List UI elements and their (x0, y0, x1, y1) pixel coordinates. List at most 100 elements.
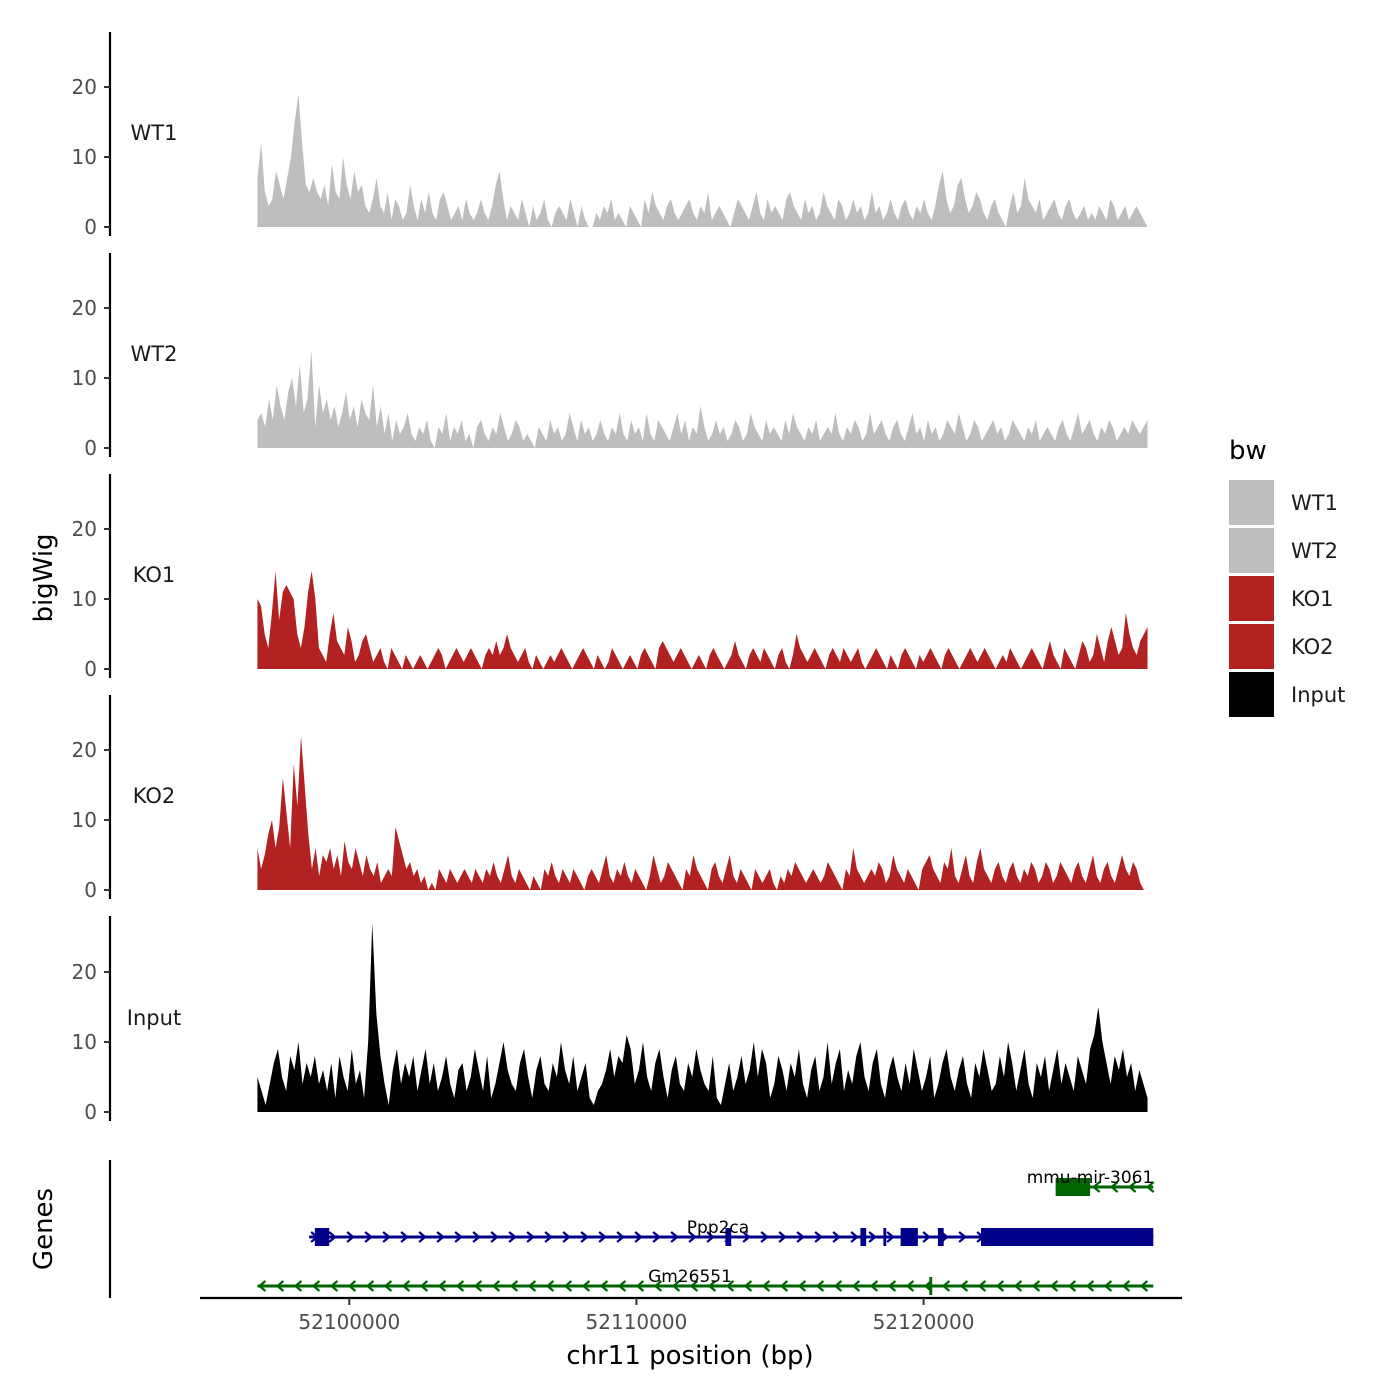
strand-chevron (1013, 1280, 1023, 1292)
strand-chevron (1145, 1181, 1155, 1193)
gene-label: Ppp2ca (687, 1218, 749, 1238)
genes-panel-title: Genes (29, 1188, 59, 1270)
y-tick-label: 20 (72, 296, 97, 320)
exon-block (883, 1228, 887, 1246)
exon-block (929, 1277, 933, 1295)
strand-chevron (760, 1231, 769, 1243)
strand-chevron (886, 1231, 895, 1243)
strand-chevron (1067, 1280, 1077, 1292)
y-tick-label: 10 (72, 587, 97, 611)
strand-chevron (617, 1280, 627, 1292)
strand-chevron (328, 1231, 337, 1243)
strand-chevron (1121, 1280, 1131, 1292)
strand-chevron (473, 1280, 483, 1292)
strand-chevron (400, 1231, 409, 1243)
strand-chevron (796, 1231, 805, 1243)
exon-block (900, 1228, 918, 1246)
coverage-area-ko2 (257, 736, 1148, 890)
strand-chevron (454, 1231, 463, 1243)
legend-label-input: Input (1291, 683, 1345, 707)
y-tick-label: 0 (84, 657, 97, 681)
y-tick-label: 10 (72, 366, 97, 390)
strand-chevron (671, 1280, 681, 1292)
strand-chevron (652, 1231, 661, 1243)
track-label: WT1 (131, 121, 178, 145)
strand-chevron (1049, 1280, 1059, 1292)
strand-chevron (563, 1280, 573, 1292)
strand-chevron (437, 1280, 447, 1292)
coverage-area-ko1 (257, 571, 1148, 669)
strand-chevron (347, 1280, 357, 1292)
strand-chevron (472, 1231, 481, 1243)
strand-chevron (329, 1280, 339, 1292)
strand-chevron (1091, 1181, 1101, 1193)
y-tick-label: 20 (72, 75, 97, 99)
legend-label-wt2: WT2 (1291, 539, 1338, 563)
strand-chevron (580, 1231, 589, 1243)
legend-swatch-ko1 (1229, 576, 1274, 621)
strand-chevron (653, 1280, 663, 1292)
strand-chevron (707, 1280, 717, 1292)
strand-chevron (688, 1231, 697, 1243)
strand-chevron (401, 1280, 411, 1292)
y-tick-label: 10 (72, 1030, 97, 1054)
strand-chevron (581, 1280, 591, 1292)
exon-block (725, 1228, 732, 1246)
strand-chevron (364, 1231, 373, 1243)
x-tick-label: 52120000 (873, 1310, 975, 1334)
genes-layer: 52100000 52110000 52120000 mmu-mir-3061 Ppp2… (108, 1160, 1182, 1334)
strand-chevron (346, 1231, 355, 1243)
strand-chevron (779, 1280, 789, 1292)
y-tick-label: 10 (72, 145, 97, 169)
strand-chevron (599, 1280, 609, 1292)
strand-chevron (383, 1280, 393, 1292)
legend-label-ko1: KO1 (1291, 587, 1334, 611)
strand-chevron (275, 1280, 285, 1292)
strand-chevron (1139, 1280, 1149, 1292)
y-tick-label: 0 (84, 215, 97, 239)
strand-chevron (868, 1231, 877, 1243)
legend-label-ko2: KO2 (1291, 635, 1334, 659)
strand-chevron (851, 1280, 861, 1292)
strand-chevron (742, 1231, 751, 1243)
strand-chevron (814, 1231, 823, 1243)
strand-chevron (311, 1280, 321, 1292)
strand-chevron (869, 1280, 879, 1292)
track-label: KO1 (133, 563, 176, 587)
strand-chevron (293, 1280, 303, 1292)
strand-chevron (1085, 1280, 1095, 1292)
legend: bw WT1 WT2 KO1 KO2 Input (1229, 436, 1345, 717)
y-tick-label: 0 (84, 1100, 97, 1124)
strand-chevron (670, 1231, 679, 1243)
legend-swatch-ko2 (1229, 624, 1274, 669)
gene-label: mmu-mir-3061 (1027, 1168, 1154, 1188)
x-tick-label: 52110000 (586, 1310, 688, 1334)
strand-chevron (544, 1231, 553, 1243)
strand-chevron (509, 1280, 519, 1292)
exon-block (860, 1228, 867, 1246)
exon-block (937, 1228, 944, 1246)
strand-chevron (257, 1280, 267, 1292)
strand-chevron (634, 1231, 643, 1243)
strand-chevron (616, 1231, 625, 1243)
strand-chevron (562, 1231, 571, 1243)
strand-chevron (635, 1280, 645, 1292)
strand-chevron (436, 1231, 445, 1243)
track-ko2: 0 10 20 KO2 (72, 695, 1148, 902)
gene-label: Gm26551 (648, 1267, 732, 1287)
strand-chevron (1109, 1181, 1119, 1193)
strand-chevron (491, 1280, 501, 1292)
legend-title: bw (1229, 436, 1267, 466)
legend-swatch-wt1 (1229, 480, 1274, 525)
y-tick-label: 10 (72, 808, 97, 832)
y-tick-label: 20 (72, 738, 97, 762)
track-ko1: 0 10 20 KO1 (72, 474, 1148, 681)
legend-label-wt1: WT1 (1291, 491, 1338, 515)
strand-chevron (887, 1280, 897, 1292)
strand-chevron (455, 1280, 465, 1292)
strand-chevron (1031, 1280, 1041, 1292)
track-wt2: 0 10 20 WT2 (72, 253, 1148, 460)
legend-swatch-input (1229, 672, 1274, 717)
strand-chevron (419, 1280, 429, 1292)
